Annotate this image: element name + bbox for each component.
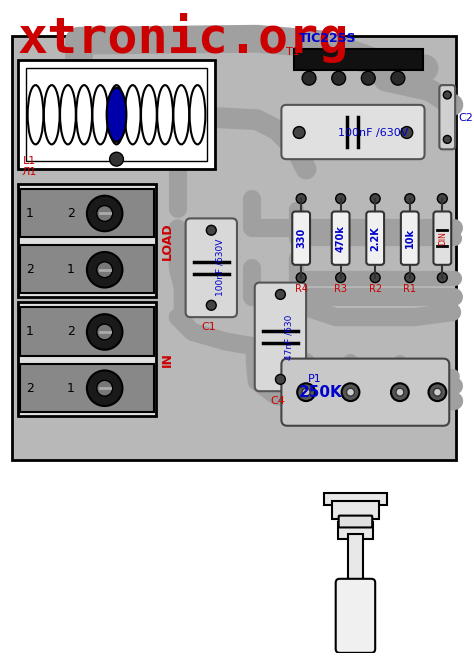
Text: C2: C2 [458, 113, 473, 123]
Text: R3: R3 [334, 284, 347, 294]
Text: 10k: 10k [405, 228, 415, 248]
Bar [12, 35, 456, 461]
Ellipse shape [107, 87, 127, 142]
FancyBboxPatch shape [186, 218, 237, 317]
Circle shape [405, 273, 415, 283]
Text: 330: 330 [296, 228, 306, 248]
Circle shape [206, 225, 216, 235]
Circle shape [391, 72, 405, 85]
Bar [18, 184, 156, 298]
Circle shape [275, 374, 285, 384]
FancyBboxPatch shape [282, 359, 449, 426]
Text: T1: T1 [286, 47, 300, 57]
Circle shape [87, 371, 122, 406]
Text: C1: C1 [201, 322, 216, 332]
Bar [20, 189, 154, 237]
FancyBboxPatch shape [282, 105, 425, 159]
Bar [18, 302, 156, 416]
Circle shape [342, 383, 359, 401]
Circle shape [97, 206, 112, 221]
FancyBboxPatch shape [366, 212, 384, 265]
Text: 47nF /630: 47nF /630 [284, 314, 293, 359]
Circle shape [428, 383, 447, 401]
Text: R4: R4 [295, 284, 308, 294]
Text: 1: 1 [26, 325, 34, 338]
Text: Л1: Л1 [22, 167, 37, 177]
Text: 250K: 250K [299, 385, 343, 399]
Circle shape [401, 127, 413, 139]
FancyBboxPatch shape [292, 212, 310, 265]
Text: C4: C4 [270, 396, 285, 406]
Circle shape [433, 388, 441, 396]
Circle shape [97, 262, 112, 278]
Circle shape [87, 196, 122, 231]
Circle shape [296, 273, 306, 283]
Circle shape [275, 290, 285, 300]
Text: 2: 2 [26, 263, 34, 276]
Bar [332, 501, 379, 518]
Bar [294, 49, 423, 70]
Circle shape [438, 273, 447, 283]
Text: 2: 2 [67, 325, 75, 338]
Circle shape [332, 72, 346, 85]
Circle shape [396, 388, 404, 396]
Circle shape [346, 388, 355, 396]
Circle shape [206, 300, 216, 310]
FancyBboxPatch shape [332, 212, 349, 265]
Circle shape [293, 127, 305, 139]
Text: 2: 2 [67, 207, 75, 220]
FancyBboxPatch shape [338, 516, 372, 528]
Text: 470k: 470k [336, 225, 346, 252]
Bar [337, 522, 373, 539]
Text: 100nF /630V: 100nF /630V [215, 239, 224, 296]
Text: 100nF /630V: 100nF /630V [337, 127, 408, 137]
Circle shape [97, 380, 112, 396]
Circle shape [391, 383, 409, 401]
FancyBboxPatch shape [433, 212, 451, 265]
Circle shape [336, 194, 346, 204]
Text: 1: 1 [26, 207, 34, 220]
Circle shape [370, 194, 380, 204]
Circle shape [97, 324, 112, 340]
Text: LOAD: LOAD [161, 222, 174, 260]
Bar [20, 307, 154, 355]
Circle shape [87, 252, 122, 288]
Text: P1: P1 [308, 374, 322, 384]
Circle shape [296, 194, 306, 204]
Text: TIC225S: TIC225S [299, 32, 356, 45]
Circle shape [443, 91, 451, 99]
Circle shape [443, 135, 451, 143]
Text: R1: R1 [403, 284, 416, 294]
Bar [18, 60, 215, 169]
FancyBboxPatch shape [336, 579, 375, 653]
Circle shape [87, 314, 122, 350]
FancyBboxPatch shape [439, 85, 455, 149]
Text: IN: IN [161, 352, 174, 367]
Circle shape [302, 72, 316, 85]
Text: 2: 2 [26, 382, 34, 395]
Text: 2.2K: 2.2K [370, 226, 380, 250]
Circle shape [361, 72, 375, 85]
Bar [324, 493, 387, 505]
Bar [20, 363, 154, 412]
Circle shape [297, 383, 315, 401]
Circle shape [405, 194, 415, 204]
Circle shape [109, 152, 123, 166]
Circle shape [336, 273, 346, 283]
Bar [347, 534, 364, 583]
Text: 1: 1 [67, 382, 75, 395]
Text: 1: 1 [67, 263, 75, 276]
Bar [26, 68, 207, 161]
Text: L1: L1 [23, 156, 36, 166]
Circle shape [438, 194, 447, 204]
Circle shape [370, 273, 380, 283]
FancyBboxPatch shape [255, 283, 306, 391]
Text: R2: R2 [369, 284, 382, 294]
FancyBboxPatch shape [401, 212, 419, 265]
Bar [20, 245, 154, 294]
Circle shape [302, 388, 310, 396]
Text: xtronic.org: xtronic.org [18, 13, 349, 63]
Text: DIN: DIN [438, 231, 447, 245]
